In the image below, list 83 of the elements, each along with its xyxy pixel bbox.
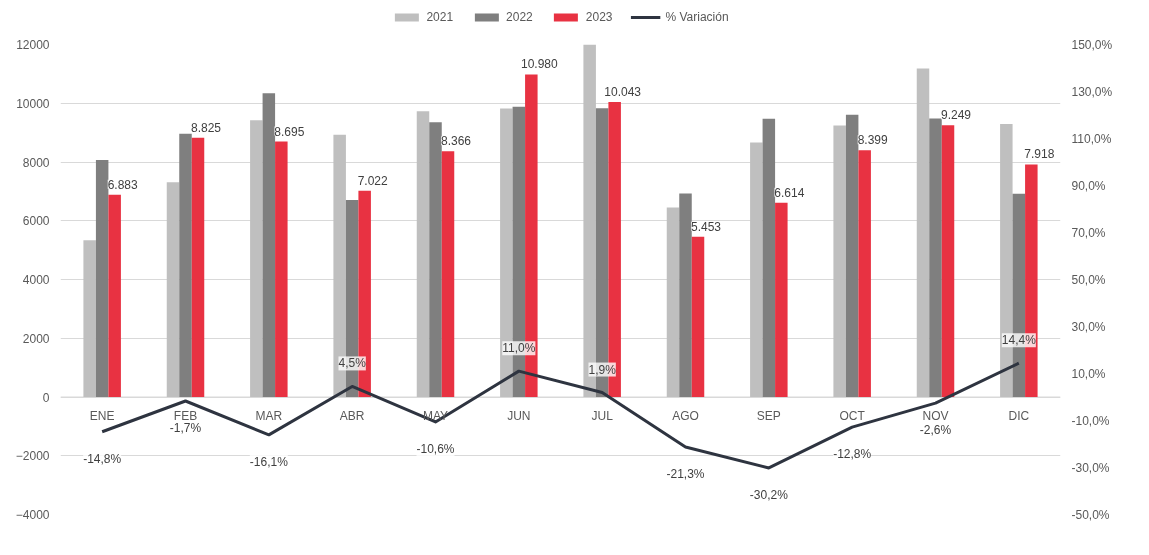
data-label: 6.883 xyxy=(107,177,139,192)
bar xyxy=(416,111,430,397)
legend-label: 2021 xyxy=(426,10,454,24)
data-label: 8.366 xyxy=(440,134,472,149)
data-label: -2,6% xyxy=(919,423,952,438)
x-tick-label: OCT xyxy=(839,409,866,423)
data-label: -16,1% xyxy=(249,454,289,469)
x-tick-label: JUN xyxy=(507,409,531,423)
y2-tick-label: 70,0% xyxy=(1071,225,1106,240)
y2-tick-label: 10,0% xyxy=(1071,366,1106,381)
data-label: -12,8% xyxy=(833,447,872,462)
y2-tick-label: 30,0% xyxy=(1071,319,1106,334)
bar xyxy=(941,125,955,397)
x-tick-label: DIC xyxy=(1008,409,1030,423)
x-tick-label: NOV xyxy=(922,409,949,423)
data-label: 4,5% xyxy=(338,356,367,371)
x-tick-label: MAR xyxy=(255,409,283,423)
bar xyxy=(858,150,871,397)
data-label: 10.980 xyxy=(520,57,559,72)
data-label: 8.695 xyxy=(274,124,305,139)
x-tick-label: ENE xyxy=(89,409,115,423)
bar xyxy=(762,118,776,397)
data-label: 8.825 xyxy=(190,120,222,135)
y-tick-label: 2000 xyxy=(22,331,50,346)
legend-label: % Variación xyxy=(665,10,729,24)
y-tick-label: −4000 xyxy=(15,508,50,522)
bar xyxy=(929,118,942,397)
x-tick-label: AGO xyxy=(672,409,699,423)
bar xyxy=(166,182,180,397)
bar xyxy=(845,114,859,397)
y-tick-label: 0 xyxy=(42,390,50,405)
legend-label: 2022 xyxy=(506,10,533,24)
y-tick-label: 4000 xyxy=(22,273,50,287)
data-label: 14,4% xyxy=(1001,333,1037,348)
data-label: 10.043 xyxy=(604,84,642,99)
y-tick-label: 12000 xyxy=(16,38,50,52)
data-label: 5.453 xyxy=(690,219,722,234)
y2-tick-label: 110,0% xyxy=(1071,131,1112,146)
bar xyxy=(250,120,263,397)
y2-tick-label: -10,0% xyxy=(1071,413,1110,428)
data-label: -1,7% xyxy=(169,420,202,435)
bar xyxy=(95,159,109,397)
y2-tick-label: 150,0% xyxy=(1071,37,1113,52)
x-tick-label: FEB xyxy=(173,409,198,423)
bar xyxy=(83,240,96,397)
y2-tick-label: -50,0% xyxy=(1071,507,1110,522)
data-label: 7.022 xyxy=(357,173,389,188)
bar xyxy=(191,137,205,397)
data-label: -10,6% xyxy=(416,441,455,456)
data-label: 11,0% xyxy=(502,341,536,356)
y-tick-label: 10000 xyxy=(16,96,50,111)
data-label: 6.614 xyxy=(774,185,805,200)
data-label: -14,8% xyxy=(83,451,122,466)
bar xyxy=(833,125,846,397)
data-label: 1,9% xyxy=(588,362,617,377)
y-tick-label: 8000 xyxy=(22,155,50,170)
x-tick-label: SEP xyxy=(756,409,781,423)
x-tick-label: ABR xyxy=(339,409,365,423)
bar xyxy=(691,236,705,397)
bar xyxy=(429,122,442,397)
bar xyxy=(775,202,788,397)
bar xyxy=(750,142,763,397)
y-tick-label: −2000 xyxy=(15,449,50,464)
y-tick-label: 6000 xyxy=(22,214,50,229)
x-tick-label: JUL xyxy=(591,409,614,423)
bar xyxy=(179,133,192,397)
bar xyxy=(108,194,121,397)
bar xyxy=(666,207,680,397)
bar xyxy=(916,68,930,397)
data-label: 8.399 xyxy=(857,133,889,148)
data-label: 7.918 xyxy=(1024,147,1055,162)
y2-tick-label: -30,0% xyxy=(1071,460,1110,475)
legend-label: 2023 xyxy=(585,10,613,24)
bar xyxy=(679,193,692,397)
data-label: -21,3% xyxy=(666,467,705,482)
y2-tick-label: 90,0% xyxy=(1071,178,1106,193)
y2-tick-label: 130,0% xyxy=(1071,84,1113,99)
y2-tick-label: 50,0% xyxy=(1071,272,1106,287)
data-label: 9.249 xyxy=(940,108,972,123)
bar xyxy=(262,93,276,397)
bar xyxy=(441,151,455,397)
bar xyxy=(275,141,288,397)
data-label: -30,2% xyxy=(749,487,789,502)
